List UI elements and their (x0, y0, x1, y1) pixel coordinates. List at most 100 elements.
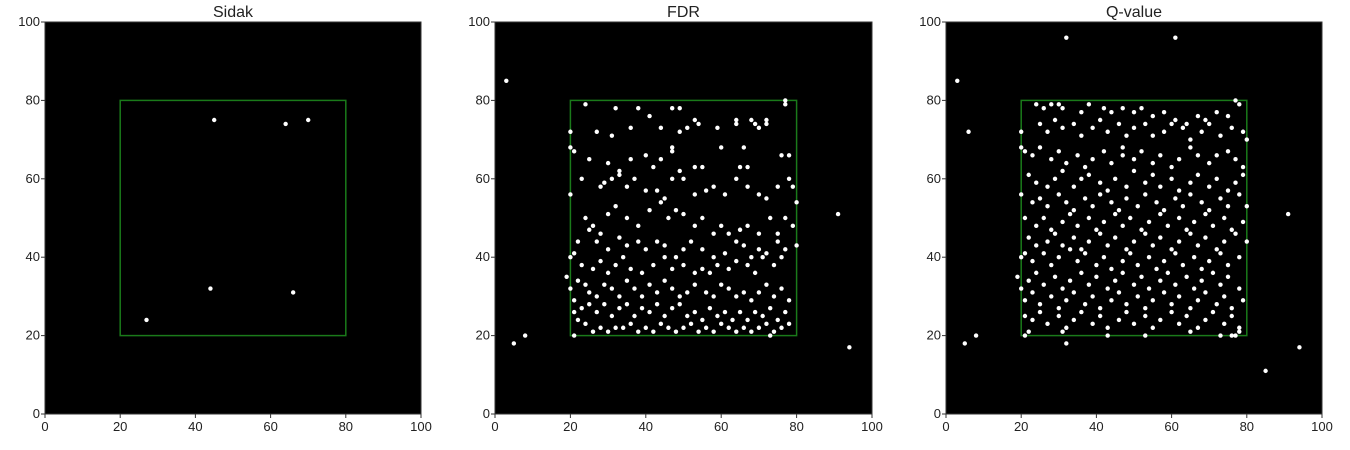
data-point (700, 247, 705, 252)
data-point (1090, 321, 1095, 327)
data-point (643, 325, 648, 330)
data-point (775, 184, 780, 189)
data-point (783, 102, 788, 107)
data-point (1233, 333, 1238, 338)
data-point (662, 196, 667, 201)
data-point (1225, 274, 1231, 279)
data-point (666, 215, 671, 221)
y-tick-label: 20 (927, 328, 941, 343)
data-point (575, 239, 581, 244)
data-point (1041, 251, 1046, 256)
y-tick-label: 0 (934, 406, 941, 421)
data-point (522, 333, 528, 338)
data-point (1097, 192, 1103, 197)
data-point (1090, 157, 1095, 162)
data-point (1154, 200, 1159, 205)
data-point (1060, 168, 1065, 174)
data-point (1195, 325, 1201, 330)
data-point (1207, 207, 1212, 213)
data-point (1034, 102, 1039, 107)
data-point (1086, 282, 1092, 287)
data-point (692, 117, 698, 123)
data-point (775, 317, 780, 323)
data-point (662, 313, 667, 319)
data-point (1199, 278, 1204, 283)
data-point (1034, 270, 1039, 276)
data-point (658, 321, 664, 327)
data-point (700, 266, 705, 272)
data-point (1131, 321, 1137, 327)
data-point (613, 106, 618, 111)
data-point (1237, 192, 1242, 197)
data-point (613, 204, 618, 209)
data-point (734, 294, 739, 299)
data-point (700, 164, 705, 170)
data-point (1101, 106, 1107, 111)
data-point (673, 255, 679, 260)
data-point (1090, 125, 1095, 131)
data-point (1203, 317, 1208, 323)
data-point (786, 153, 792, 158)
data-point (1184, 227, 1189, 232)
data-point (212, 117, 217, 123)
data-point (1135, 262, 1140, 268)
data-point (1030, 290, 1035, 295)
data-point (617, 168, 622, 174)
data-point (745, 317, 750, 323)
data-point (1176, 157, 1182, 162)
data-point (568, 255, 573, 260)
data-point (564, 274, 569, 279)
data-point (703, 188, 709, 193)
data-point (639, 305, 645, 311)
data-point (719, 223, 724, 229)
data-point (636, 223, 641, 229)
data-point (609, 133, 615, 138)
data-point (662, 243, 667, 248)
data-point (677, 302, 682, 307)
data-point (1203, 117, 1208, 123)
data-point (1071, 317, 1077, 323)
data-point (771, 262, 777, 268)
data-point (1131, 109, 1137, 115)
data-point (290, 290, 296, 295)
data-point (1176, 321, 1182, 327)
data-point (1113, 211, 1118, 217)
data-point (1090, 204, 1095, 209)
data-point (1131, 168, 1137, 174)
data-point (794, 200, 799, 205)
data-point (741, 325, 747, 330)
data-point (624, 243, 630, 248)
data-point (1075, 153, 1080, 158)
data-point (639, 270, 645, 276)
data-point (1188, 329, 1193, 334)
data-point (1105, 286, 1110, 291)
data-point (1214, 176, 1219, 181)
data-point (504, 78, 509, 84)
data-point (1124, 302, 1129, 307)
data-point (1056, 192, 1062, 197)
data-point (594, 294, 599, 299)
data-point (1052, 231, 1058, 236)
data-point (722, 251, 728, 256)
data-point (1105, 325, 1110, 330)
x-tick-label: 60 (1164, 419, 1178, 434)
x-tick-label: 20 (563, 419, 577, 434)
data-point (1019, 192, 1024, 197)
data-point (722, 192, 728, 197)
data-point (609, 176, 615, 181)
data-point (669, 176, 675, 181)
data-point (764, 251, 769, 256)
data-point (692, 164, 698, 170)
data-point (598, 231, 603, 236)
data-point (737, 164, 743, 170)
data-point (1188, 137, 1193, 142)
y-tick-label: 60 (476, 171, 490, 186)
data-point (1180, 125, 1186, 131)
data-point (768, 305, 773, 311)
data-point (1056, 313, 1062, 319)
data-point (1071, 121, 1077, 127)
data-point (590, 329, 596, 334)
data-point (1135, 294, 1140, 299)
data-point (1045, 204, 1050, 209)
data-point (1015, 274, 1020, 279)
